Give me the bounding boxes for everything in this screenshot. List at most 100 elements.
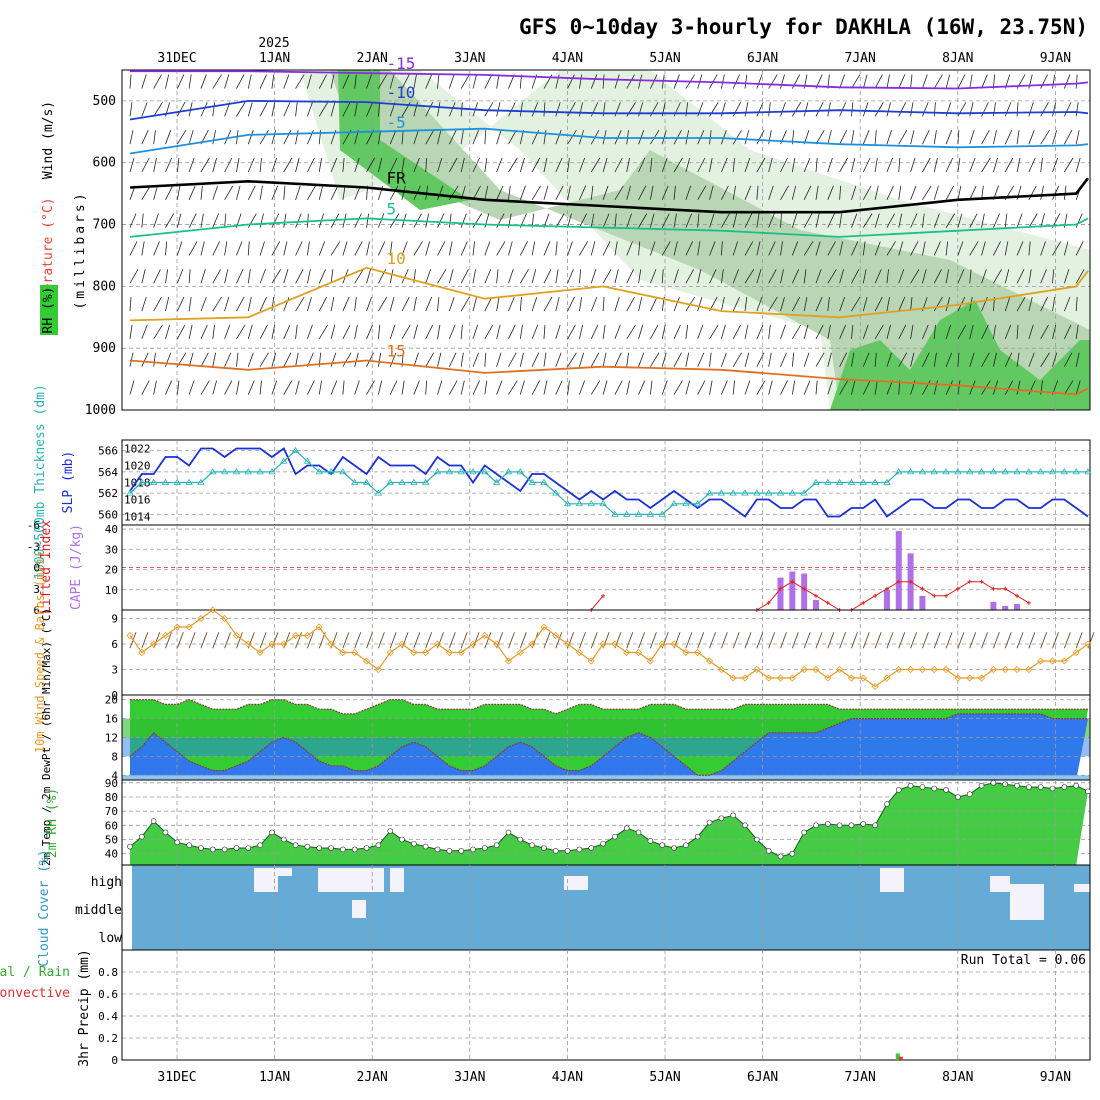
wind-barb <box>1063 185 1067 200</box>
rh2m-point <box>765 848 772 854</box>
wind-barb <box>413 380 420 395</box>
wind-barb <box>141 130 149 145</box>
wind-barb <box>732 185 736 200</box>
rh2m-point <box>907 782 914 789</box>
pressure-axis-label: (millibars) <box>73 190 88 309</box>
wind-barb <box>1040 352 1050 367</box>
wind-barb <box>1040 213 1045 228</box>
wind10m-point <box>729 674 737 682</box>
wind-barb <box>141 296 147 312</box>
wind-barb <box>862 130 870 145</box>
rh2m-point <box>671 845 677 851</box>
wind10m-barb <box>366 632 373 649</box>
wind-barb <box>969 380 976 395</box>
wind-barb <box>981 129 990 145</box>
wind-barb <box>768 269 777 284</box>
wind-barb <box>236 185 241 200</box>
wind-barb <box>377 102 381 117</box>
wind10m-barb <box>1075 632 1083 649</box>
li-point <box>825 600 830 605</box>
wind10m-point <box>1001 665 1009 674</box>
wind-barb <box>496 380 503 395</box>
wind10m-point <box>386 648 394 657</box>
wind-barb <box>425 380 428 395</box>
rh2m-point <box>694 833 701 840</box>
wind-barb <box>496 74 500 89</box>
wind-barb <box>401 296 410 312</box>
rh2m-point <box>304 843 311 850</box>
wind-barb <box>720 241 723 256</box>
wind-barb <box>401 157 405 173</box>
wind-barb <box>236 241 243 256</box>
isotherm-label-FR: FR <box>387 168 407 187</box>
wind-barb <box>780 296 785 312</box>
wind-barb <box>567 324 576 340</box>
wind-barb <box>922 269 927 284</box>
thickness-point <box>859 478 867 485</box>
wind-barb <box>567 185 571 200</box>
top-date-3JAN: 3JAN <box>454 51 485 66</box>
wind-barb <box>910 352 915 367</box>
wind-barb <box>827 297 830 312</box>
li-point <box>955 586 960 591</box>
wind-barb <box>957 130 960 145</box>
thickness-point <box>764 489 773 496</box>
wind-barb <box>165 324 171 340</box>
wind-barb <box>1016 241 1024 256</box>
wind-barb <box>212 157 217 173</box>
wind-barb <box>141 241 145 256</box>
wind-barb <box>874 380 878 395</box>
bottom-date-4JAN: 4JAN <box>552 1070 583 1085</box>
wind-barb <box>389 380 398 395</box>
wind-barb <box>425 352 435 367</box>
rh2m-tick-70: 70 <box>105 805 118 818</box>
wind10m-point <box>1084 640 1092 648</box>
wind-barb <box>1052 74 1056 89</box>
wind-barb <box>413 130 419 145</box>
wind-barb <box>425 157 428 173</box>
wind-barb <box>602 352 607 367</box>
wind-barb <box>496 324 501 340</box>
wind-barb <box>815 157 818 173</box>
thickness-point <box>753 489 761 496</box>
wind-barb <box>922 241 926 256</box>
wind-barb <box>1075 352 1080 367</box>
wind10m-barb <box>342 632 350 649</box>
wind-barb <box>981 157 991 173</box>
slp-tick-1022: 1022 <box>124 443 151 456</box>
wind-barb <box>744 297 748 312</box>
wind-barb <box>661 380 668 395</box>
bottom-date-7JAN: 7JAN <box>845 1070 876 1085</box>
wind-barb <box>496 102 501 117</box>
wind-barb <box>1052 297 1056 312</box>
wind-barb <box>354 241 363 256</box>
wind-barb <box>1075 157 1081 173</box>
wind-barb <box>247 102 253 117</box>
li-point <box>790 579 795 584</box>
cloud-background <box>132 865 1090 950</box>
wind-barb <box>342 185 346 200</box>
wind-barb <box>969 241 979 256</box>
wind10m-point <box>327 640 335 648</box>
cape-bar <box>1014 603 1021 610</box>
wind10m-point <box>895 665 903 674</box>
wind-barb <box>590 352 600 367</box>
wind-barb <box>910 269 920 284</box>
thickness-point <box>209 468 217 475</box>
wind10m-point <box>1013 665 1021 674</box>
wind-barb <box>827 269 837 284</box>
wind-barb <box>188 269 191 284</box>
thickness-point <box>954 468 962 475</box>
wind-barb <box>685 241 694 256</box>
isotherm-5 <box>129 217 1089 238</box>
wind-barb <box>318 241 326 256</box>
wind10m-point <box>209 606 217 614</box>
wind-barb <box>969 102 974 117</box>
wind-barb <box>318 157 323 173</box>
wind-barb <box>236 296 245 312</box>
wind-barb <box>165 185 174 201</box>
li-tick-3: 3 <box>33 583 40 596</box>
wind-barb <box>709 352 712 367</box>
wind-barb <box>768 296 778 312</box>
wind-barb <box>295 352 299 367</box>
